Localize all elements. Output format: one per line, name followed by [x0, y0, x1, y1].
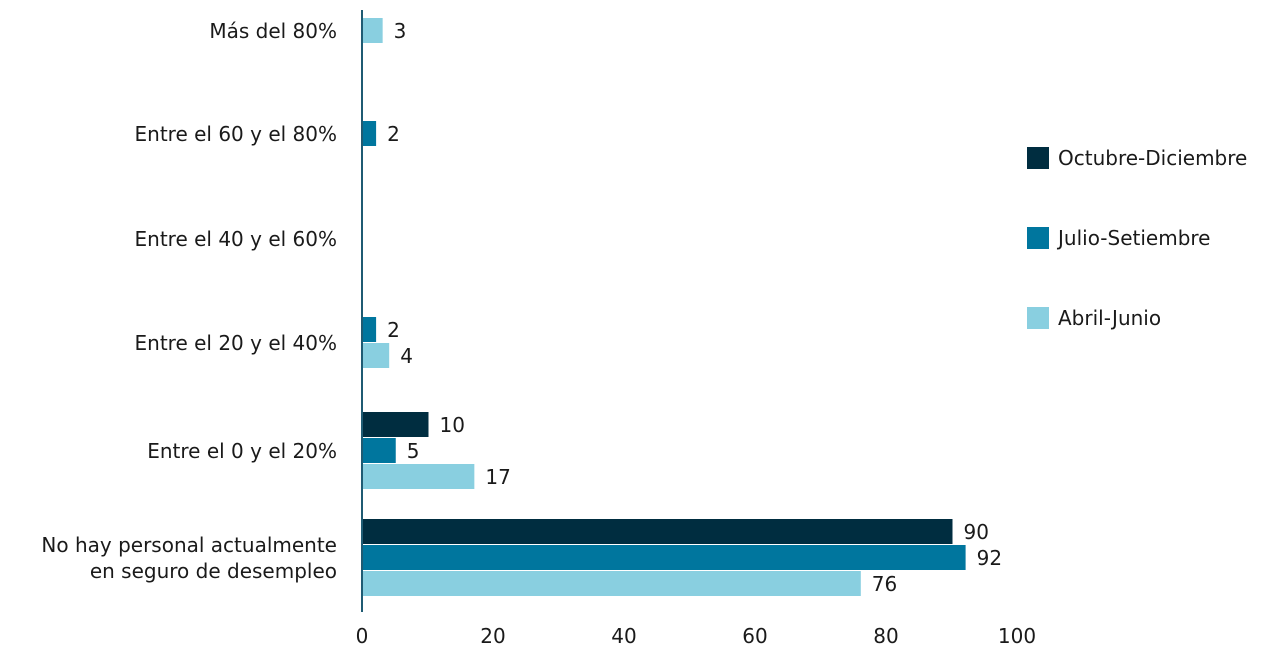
category-label: Más del 80% — [209, 19, 337, 43]
data-label: 4 — [400, 344, 413, 368]
category-label: Entre el 60 y el 80% — [135, 122, 338, 146]
legend-swatch — [1027, 227, 1049, 249]
bar-julio-setiembre-3 — [363, 317, 377, 342]
category-label: No hay personal actualmente — [41, 533, 337, 557]
legend-item: Octubre-Diciembre — [1027, 146, 1247, 170]
bar-abril-junio-4 — [363, 464, 475, 489]
data-label: 76 — [872, 572, 897, 596]
legend-item: Julio-Setiembre — [1027, 226, 1210, 250]
data-label: 5 — [407, 439, 420, 463]
legend-item: Abril-Junio — [1027, 306, 1161, 330]
data-label: 90 — [964, 520, 989, 544]
category-label: Entre el 20 y el 40% — [135, 331, 338, 355]
x-tick-label: 0 — [356, 624, 369, 648]
bar-octubre-diciembre-5 — [363, 519, 953, 544]
x-tick-label: 20 — [480, 624, 505, 648]
data-label: 17 — [485, 465, 510, 489]
legend-swatch — [1027, 307, 1049, 329]
legend-label: Octubre-Diciembre — [1058, 146, 1247, 170]
bar-abril-junio-0 — [363, 18, 383, 43]
bar-julio-setiembre-4 — [363, 438, 396, 463]
x-tick-label: 40 — [611, 624, 636, 648]
data-label: 3 — [394, 19, 407, 43]
legend-label: Julio-Setiembre — [1056, 226, 1210, 250]
x-tick-label: 60 — [742, 624, 767, 648]
bar-julio-setiembre-5 — [363, 545, 966, 570]
x-tick-label: 100 — [998, 624, 1036, 648]
data-label: 92 — [977, 546, 1002, 570]
category-label: Entre el 0 y el 20% — [147, 439, 337, 463]
legend-label: Abril-Junio — [1058, 306, 1161, 330]
category-label: en seguro de desempleo — [90, 559, 337, 583]
bar-julio-setiembre-1 — [363, 121, 377, 146]
data-label: 2 — [387, 122, 400, 146]
bar-abril-junio-3 — [363, 343, 390, 368]
data-label: 10 — [440, 413, 465, 437]
category-label: Entre el 40 y el 60% — [135, 227, 338, 251]
x-tick-label: 80 — [873, 624, 898, 648]
data-label: 2 — [387, 318, 400, 342]
legend-swatch — [1027, 147, 1049, 169]
bar-octubre-diciembre-4 — [363, 412, 429, 437]
bar-abril-junio-5 — [363, 571, 861, 596]
